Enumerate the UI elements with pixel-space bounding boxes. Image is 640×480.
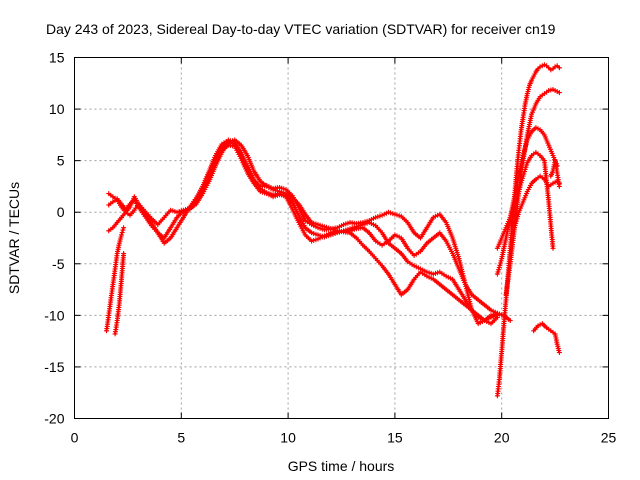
series-markers <box>106 139 500 327</box>
x-tick-label: 25 <box>601 430 617 446</box>
series-evening-b <box>503 87 562 298</box>
series-day-3 <box>106 139 500 327</box>
axis-ticks: 0 5 10 15 20 25 -20 -15 -10 -5 0 5 10 15 <box>44 50 616 446</box>
x-tick-label: 5 <box>177 430 185 446</box>
series-evening-f <box>548 158 562 189</box>
y-tick-label: 10 <box>49 101 65 117</box>
series-evening-d <box>494 149 556 251</box>
series-markers <box>531 321 562 355</box>
y-tick-label: -15 <box>44 359 64 375</box>
series-pre-gap-short <box>112 251 127 337</box>
y-axis-title: SDTVAR / TECUs <box>6 182 22 294</box>
y-tick-label: -20 <box>44 411 64 427</box>
series-markers <box>512 173 562 231</box>
series-layer <box>104 62 562 399</box>
y-tick-label: 0 <box>57 204 65 220</box>
series-markers <box>180 137 500 316</box>
x-tick-label: 10 <box>280 430 296 446</box>
y-tick-label: 15 <box>49 50 65 66</box>
x-axis-title: GPS time / hours <box>288 458 395 474</box>
chart-title: Day 243 of 2023, Sidereal Day-to-day VTE… <box>46 21 556 37</box>
series-pre-gap-fall <box>104 225 127 334</box>
y-tick-label: -10 <box>44 307 64 323</box>
series-markers <box>503 87 562 298</box>
series-markers <box>548 158 562 189</box>
grid-lines <box>74 57 609 419</box>
x-tick-label: 15 <box>387 430 403 446</box>
series-day-4 <box>180 137 500 316</box>
series-evening-e <box>512 173 562 231</box>
series-late-low <box>531 321 562 355</box>
series-markers <box>112 251 127 337</box>
y-tick-label: 5 <box>57 153 65 169</box>
series-markers <box>104 225 127 334</box>
y-tick-label: -5 <box>52 256 65 272</box>
x-tick-label: 20 <box>494 430 510 446</box>
plot-frame <box>74 57 609 419</box>
x-tick-label: 0 <box>71 430 79 446</box>
